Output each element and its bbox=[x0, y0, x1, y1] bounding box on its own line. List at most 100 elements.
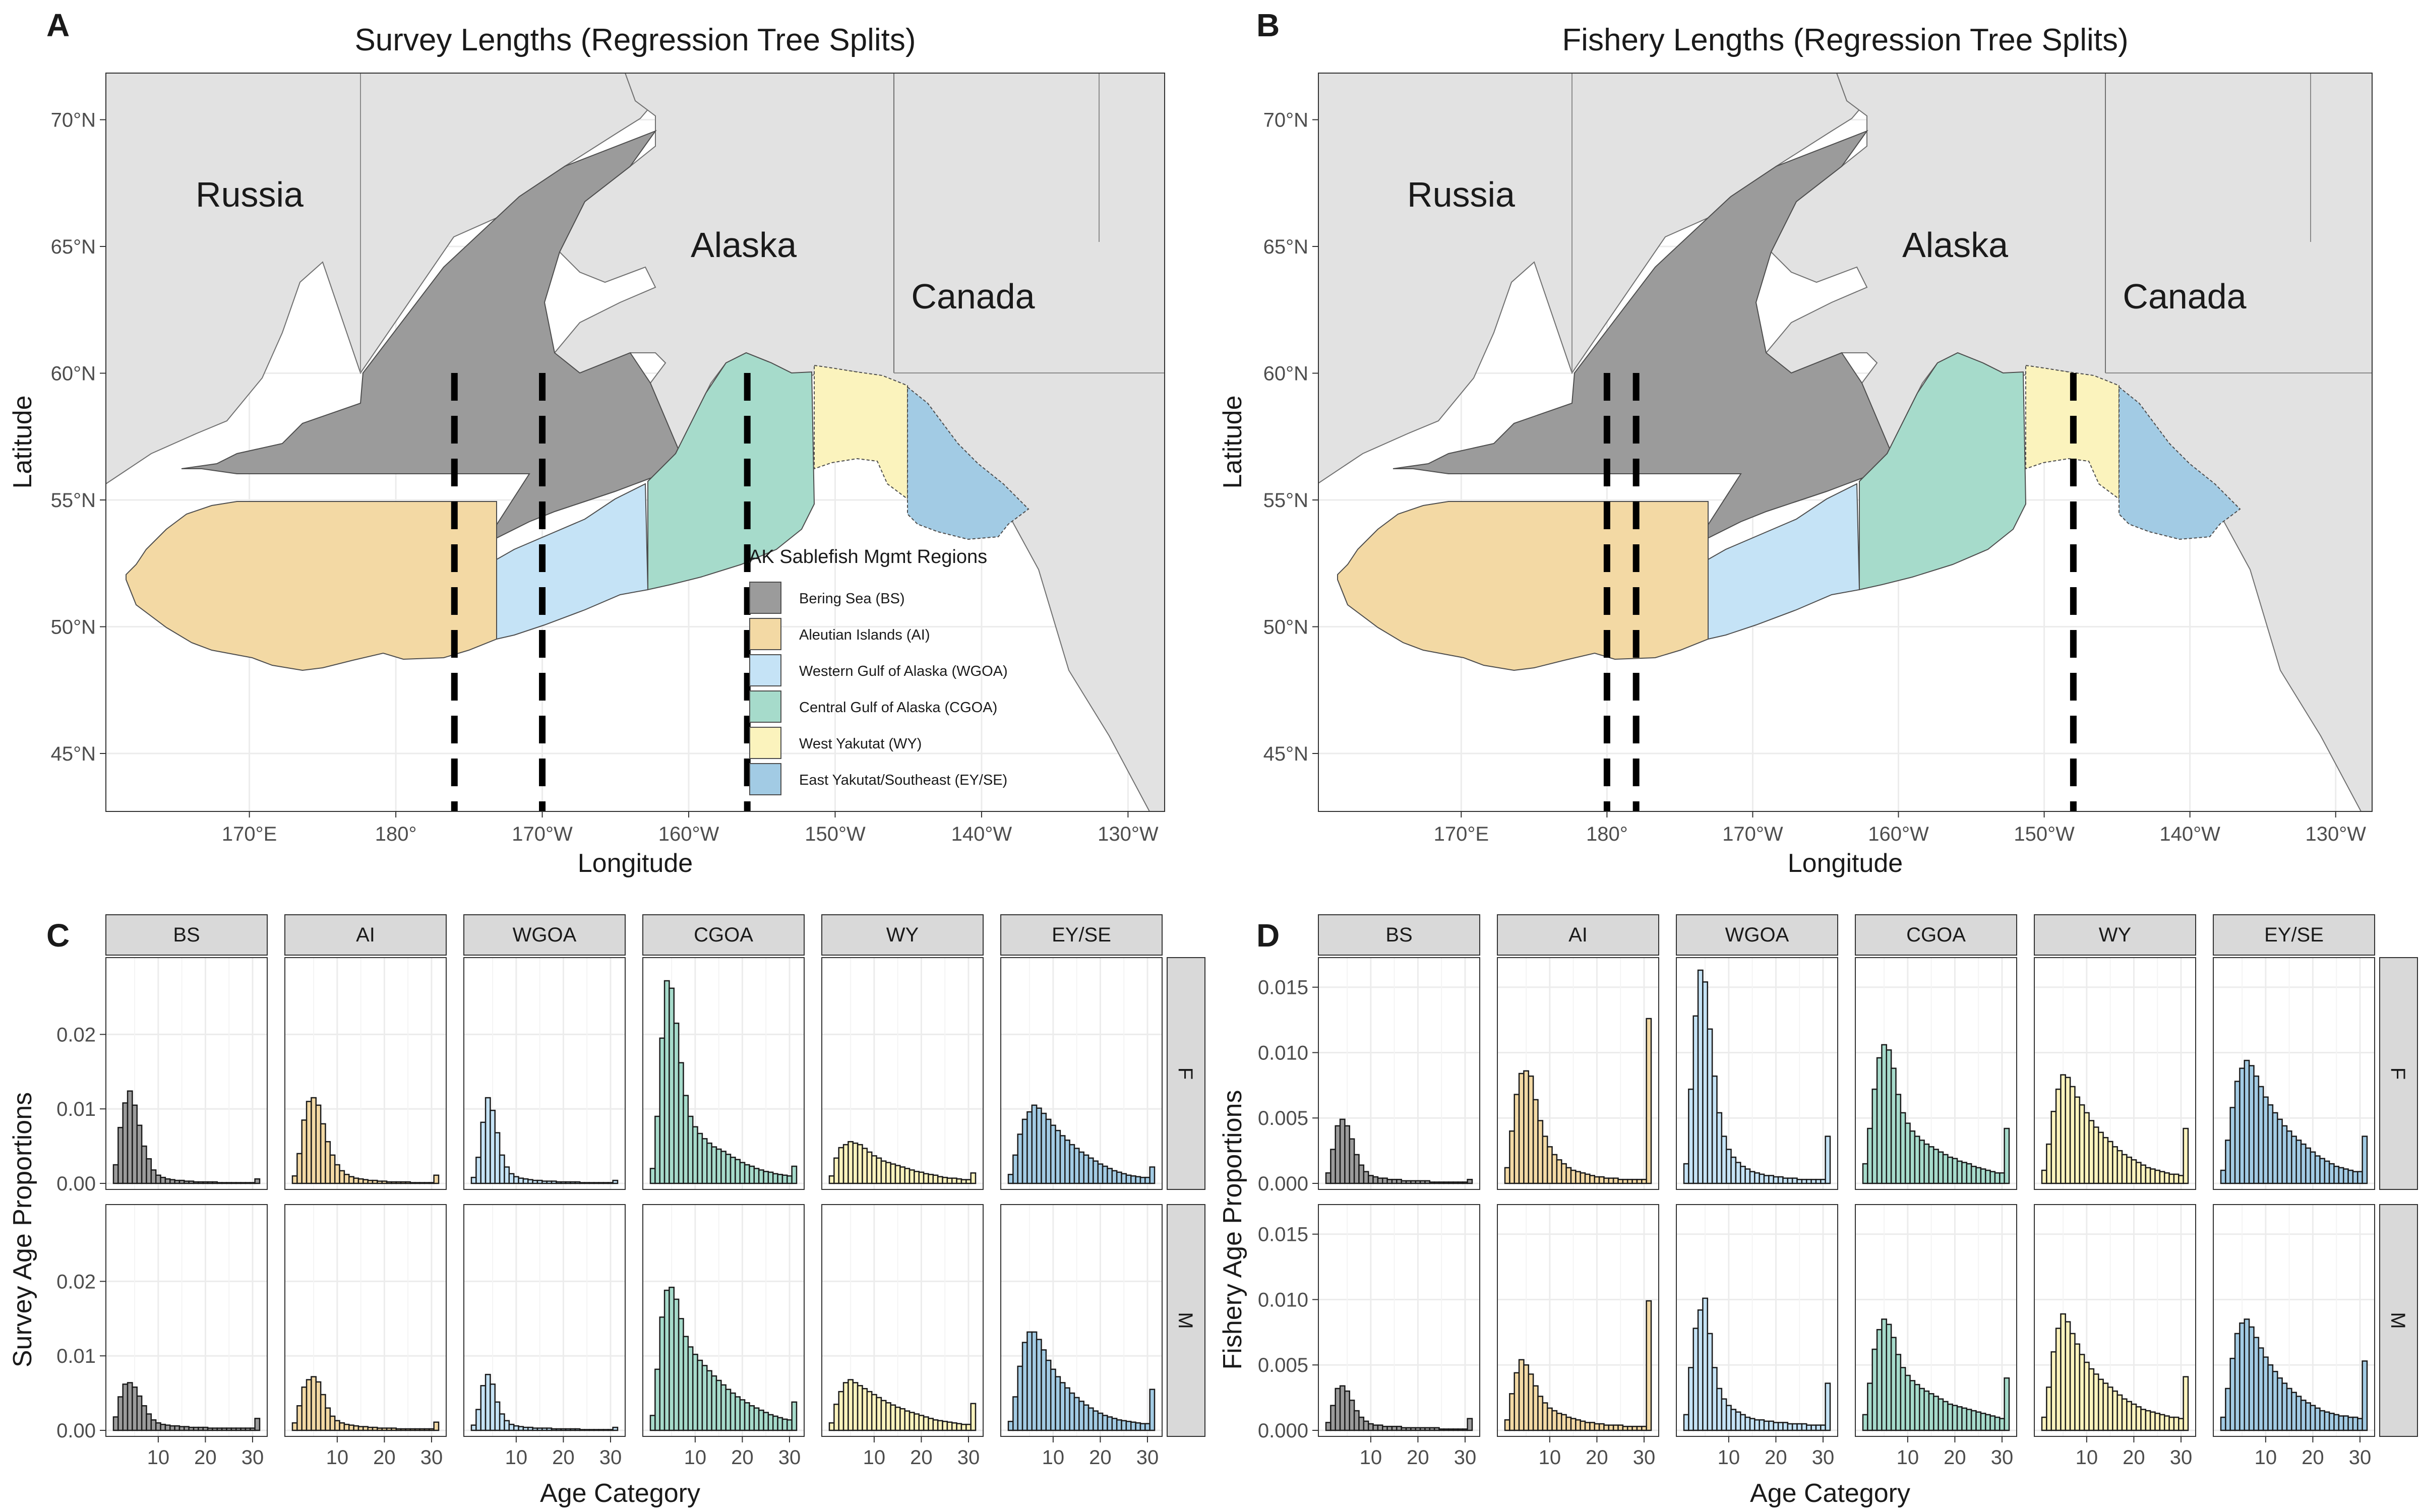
facet-strip-label: BS bbox=[1385, 924, 1412, 946]
age-bar bbox=[2178, 1418, 2184, 1431]
age-bar bbox=[753, 1168, 760, 1184]
age-bar bbox=[1763, 1175, 1770, 1184]
age-bar bbox=[1999, 1172, 2005, 1184]
age-bar bbox=[612, 1426, 619, 1431]
age-bar bbox=[1617, 1424, 1624, 1431]
age-bar bbox=[1815, 1178, 1822, 1184]
age-bar bbox=[2107, 1141, 2113, 1184]
age-bar bbox=[1007, 1174, 1014, 1184]
facet-panel-frame bbox=[463, 957, 626, 1190]
age-bar bbox=[155, 1174, 161, 1184]
age-bar bbox=[522, 1178, 529, 1184]
age-bar bbox=[1083, 1404, 1090, 1431]
age-bar bbox=[2234, 1333, 2241, 1431]
age-bar bbox=[1097, 1412, 1104, 1431]
age-bar bbox=[739, 1399, 746, 1431]
age-bar bbox=[2258, 1086, 2264, 1184]
lat-tick-label: 45°N bbox=[51, 743, 96, 765]
age-bar bbox=[1791, 1423, 1798, 1431]
facet-x-tick-label: 30 bbox=[1812, 1446, 1835, 1469]
age-bar bbox=[1805, 1178, 1812, 1184]
age-bar bbox=[763, 1412, 769, 1431]
age-bar bbox=[2281, 1382, 2288, 1431]
age-bar bbox=[1102, 1165, 1108, 1184]
age-bar bbox=[2098, 1378, 2104, 1431]
age-bar bbox=[1462, 1428, 1468, 1431]
age-bar bbox=[2159, 1414, 2165, 1431]
age-bar bbox=[216, 1427, 223, 1431]
age-bar bbox=[1438, 1181, 1445, 1184]
age-bar bbox=[923, 1173, 929, 1184]
age-bar bbox=[2112, 1146, 2118, 1184]
age-bar bbox=[254, 1178, 261, 1184]
age-bar bbox=[1443, 1181, 1449, 1184]
age-bar bbox=[701, 1138, 708, 1184]
age-bar bbox=[1622, 1178, 1628, 1184]
age-bar bbox=[1429, 1181, 1435, 1184]
legend-key-bs bbox=[749, 582, 781, 614]
facet-strip-label: CGOA bbox=[1906, 924, 1966, 946]
age-bar bbox=[1078, 1401, 1084, 1431]
age-bar bbox=[932, 1174, 939, 1184]
age-bar bbox=[381, 1180, 388, 1184]
facet-strip-label: CGOA bbox=[694, 924, 753, 946]
age-bar bbox=[198, 1181, 204, 1184]
age-bar bbox=[1928, 1146, 1934, 1184]
facet-panel-frame bbox=[105, 957, 268, 1190]
age-bar bbox=[381, 1427, 388, 1431]
age-bar bbox=[2131, 1159, 2137, 1184]
label-russia-b: Russia bbox=[1407, 175, 1515, 214]
facet-strip-region bbox=[2213, 914, 2375, 956]
age-bar bbox=[2046, 1387, 2052, 1431]
age-bar bbox=[1330, 1149, 1336, 1184]
age-bar bbox=[117, 1396, 124, 1431]
facet-panel-frame bbox=[642, 957, 805, 1190]
age-bar bbox=[730, 1157, 736, 1184]
age-bar bbox=[659, 1037, 666, 1184]
age-bar bbox=[1975, 1411, 1982, 1431]
panel-b-map: B Fishery Lengths (Regression Tree Split… bbox=[1218, 7, 2373, 878]
age-bar bbox=[1021, 1342, 1028, 1431]
legend-title: AK Sablefish Mgmt Regions bbox=[749, 546, 987, 568]
age-bar bbox=[2305, 1402, 2311, 1431]
age-bar bbox=[1111, 1170, 1118, 1184]
age-bar bbox=[1759, 1419, 1765, 1431]
age-bar bbox=[2338, 1415, 2344, 1431]
age-bar bbox=[2126, 1156, 2132, 1184]
age-bar bbox=[2046, 1143, 2052, 1184]
age-bar bbox=[1735, 1162, 1741, 1184]
age-bar bbox=[2163, 1415, 2170, 1431]
age-bar bbox=[970, 1172, 977, 1184]
age-bar bbox=[291, 1175, 298, 1184]
lon-tick-label: 170°W bbox=[1722, 823, 1783, 845]
age-bar bbox=[2149, 1168, 2156, 1184]
age-bar bbox=[612, 1179, 619, 1184]
age-bar bbox=[715, 1379, 722, 1431]
age-bar bbox=[546, 1427, 553, 1431]
age-bar bbox=[1391, 1425, 1398, 1431]
age-bar bbox=[2314, 1407, 2321, 1431]
age-bar bbox=[2277, 1118, 2283, 1184]
facet-strip-region bbox=[1497, 914, 1659, 956]
age-bar bbox=[838, 1147, 844, 1184]
age-bar bbox=[2239, 1322, 2246, 1431]
age-bar bbox=[1749, 1171, 1756, 1184]
age-bar bbox=[2295, 1140, 2302, 1184]
age-bar bbox=[490, 1383, 496, 1431]
facet-x-tick-label: 30 bbox=[420, 1446, 443, 1469]
lon-tick-label: 140°W bbox=[951, 823, 1012, 845]
facet-x-tick-label: 10 bbox=[1897, 1446, 1919, 1469]
age-bar bbox=[174, 1179, 180, 1184]
age-bar bbox=[1730, 1156, 1737, 1184]
facet-strip-label: EY/SE bbox=[2264, 924, 2324, 946]
age-bar bbox=[828, 1422, 835, 1431]
age-bar bbox=[1415, 1180, 1421, 1184]
age-bar bbox=[1424, 1180, 1431, 1184]
age-bar bbox=[1453, 1181, 1459, 1184]
age-bar bbox=[1603, 1177, 1610, 1184]
facet-x-tick-label: 20 bbox=[1407, 1446, 1429, 1469]
facet-x-tick-label: 30 bbox=[2170, 1446, 2193, 1469]
age-bar bbox=[1754, 1172, 1760, 1184]
facet-x-tick-label: 30 bbox=[1633, 1446, 1656, 1469]
